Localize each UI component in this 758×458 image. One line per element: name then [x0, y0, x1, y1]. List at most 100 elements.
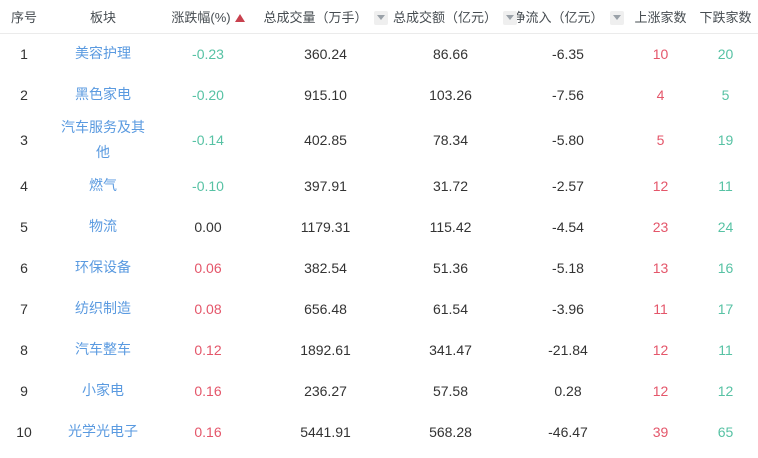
- col-header-sector: 板块: [48, 0, 158, 34]
- turnover-cell: 31.72: [432, 177, 469, 194]
- col-header-gainers-label: 上涨家数: [634, 9, 687, 25]
- table-row: 4 燃气 -0.10 397.91 31.72 -2.57 12 11: [0, 165, 758, 206]
- gainers-cell: 12: [652, 382, 669, 399]
- losers-cell: 11: [718, 177, 733, 194]
- sector-link[interactable]: 环保设备: [75, 259, 131, 275]
- index-cell: 10: [16, 423, 32, 440]
- col-header-sector-label: 板块: [89, 9, 116, 25]
- sector-link[interactable]: 光学光电子: [68, 423, 138, 439]
- losers-cell: 65: [717, 423, 734, 440]
- turnover-cell: 78.34: [432, 132, 469, 148]
- net-inflow-cell: -4.54: [552, 218, 584, 235]
- gainers-cell: 10: [652, 45, 669, 62]
- losers-cell: 17: [717, 300, 734, 317]
- col-header-turnover[interactable]: 总成交额（亿元）: [393, 0, 518, 34]
- sort-icon: [503, 10, 518, 25]
- table-header-row: 序号 板块 涨跌幅(%) 总成交量（万手） 总成交额（亿元） 净流入（亿元） 上…: [0, 0, 758, 34]
- gainers-cell: 12: [652, 341, 669, 358]
- net-inflow-cell: -21.84: [548, 341, 588, 358]
- net-inflow-cell: -5.80: [552, 132, 584, 148]
- volume-cell: 915.10: [304, 86, 347, 103]
- turnover-cell: 103.26: [429, 86, 472, 103]
- index-cell: 3: [20, 132, 28, 148]
- sector-link[interactable]: 汽车服务及其他: [61, 119, 145, 160]
- table-row: 7 纺织制造 0.08 656.48 61.54 -3.96 11 17: [0, 288, 758, 329]
- change-cell: 0.08: [194, 300, 222, 317]
- change-cell: 0.06: [194, 259, 222, 276]
- change-cell: -0.23: [192, 45, 224, 62]
- sector-cell: 黑色家电: [48, 74, 158, 115]
- col-header-gainers: 上涨家数: [628, 0, 693, 34]
- losers-cell: 20: [717, 45, 734, 62]
- table-row: 5 物流 0.00 1179.31 115.42 -4.54 23 24: [0, 206, 758, 247]
- sector-cell: 物流: [48, 206, 158, 247]
- volume-cell: 1892.61: [300, 341, 351, 358]
- change-cell: 0.00: [194, 218, 222, 235]
- index-cell: 7: [20, 300, 28, 317]
- net-inflow-cell: -2.57: [552, 177, 584, 194]
- col-header-turnover-label: 总成交额（亿元）: [393, 9, 498, 25]
- volume-cell: 1179.31: [300, 218, 351, 235]
- col-header-index-label: 序号: [10, 9, 37, 25]
- gainers-cell: 23: [652, 218, 669, 235]
- net-inflow-cell: -46.47: [548, 423, 588, 440]
- sort-icon: [373, 10, 388, 25]
- turnover-cell: 341.47: [429, 341, 472, 358]
- sector-link[interactable]: 燃气: [89, 177, 117, 193]
- change-cell: -0.14: [192, 132, 224, 148]
- index-cell: 4: [20, 177, 28, 194]
- losers-cell: 19: [717, 132, 734, 148]
- sector-link[interactable]: 小家电: [82, 382, 124, 398]
- col-header-change-percent[interactable]: 涨跌幅(%): [158, 0, 258, 34]
- net-inflow-cell: 0.28: [554, 382, 582, 399]
- losers-cell: 11: [718, 341, 733, 358]
- volume-cell: 360.24: [304, 45, 347, 62]
- index-cell: 1: [20, 45, 28, 62]
- gainers-cell: 12: [652, 177, 669, 194]
- index-cell: 9: [20, 382, 28, 399]
- turnover-cell: 61.54: [432, 300, 469, 317]
- volume-cell: 402.85: [304, 132, 347, 148]
- losers-cell: 5: [721, 86, 730, 103]
- turnover-cell: 57.58: [432, 382, 469, 399]
- losers-cell: 24: [717, 218, 734, 235]
- table-row: 3 汽车服务及其他 -0.14 402.85 78.34 -5.80 5 19: [0, 115, 758, 165]
- turnover-cell: 115.42: [429, 218, 472, 235]
- sector-link[interactable]: 物流: [89, 218, 117, 234]
- sector-link[interactable]: 纺织制造: [75, 300, 131, 316]
- sector-cell: 光学光电子: [48, 411, 158, 452]
- table-row: 8 汽车整车 0.12 1892.61 341.47 -21.84 12 11: [0, 329, 758, 370]
- table-row: 10 光学光电子 0.16 5441.91 568.28 -46.47 39 6…: [0, 411, 758, 452]
- change-cell: -0.20: [192, 86, 224, 103]
- change-cell: 0.12: [194, 341, 222, 358]
- sector-cell: 纺织制造: [48, 288, 158, 329]
- change-cell: 0.16: [194, 382, 222, 399]
- col-header-net-inflow[interactable]: 净流入（亿元）: [508, 0, 628, 34]
- turnover-cell: 86.66: [432, 45, 469, 62]
- net-inflow-cell: -7.56: [552, 86, 584, 103]
- gainers-cell: 13: [652, 259, 669, 276]
- table-row: 1 美容护理 -0.23 360.24 86.66 -6.35 10 20: [0, 33, 758, 74]
- turnover-cell: 51.36: [432, 259, 469, 276]
- table-row: 2 黑色家电 -0.20 915.10 103.26 -7.56 4 5: [0, 74, 758, 115]
- sort-icon: [609, 10, 624, 25]
- col-header-volume[interactable]: 总成交量（万手）: [258, 0, 393, 34]
- index-cell: 6: [20, 259, 28, 276]
- volume-cell: 236.27: [304, 382, 347, 399]
- col-header-index: 序号: [0, 0, 48, 34]
- sector-cell: 小家电: [48, 370, 158, 411]
- volume-cell: 397.91: [304, 177, 347, 194]
- col-header-losers: 下跌家数: [693, 0, 758, 34]
- net-inflow-cell: -3.96: [552, 300, 584, 317]
- change-cell: 0.16: [194, 423, 222, 440]
- sector-link[interactable]: 美容护理: [75, 45, 131, 62]
- sector-cell: 环保设备: [48, 247, 158, 288]
- net-inflow-cell: -6.35: [552, 45, 584, 62]
- col-header-change-label: 涨跌幅(%): [171, 9, 231, 25]
- losers-cell: 12: [717, 382, 734, 399]
- col-header-net-inflow-label: 净流入（亿元）: [512, 9, 604, 25]
- sector-link[interactable]: 汽车整车: [75, 341, 131, 357]
- sort-ascending-icon: [234, 14, 245, 23]
- index-cell: 8: [20, 341, 28, 358]
- sector-link[interactable]: 黑色家电: [75, 86, 131, 102]
